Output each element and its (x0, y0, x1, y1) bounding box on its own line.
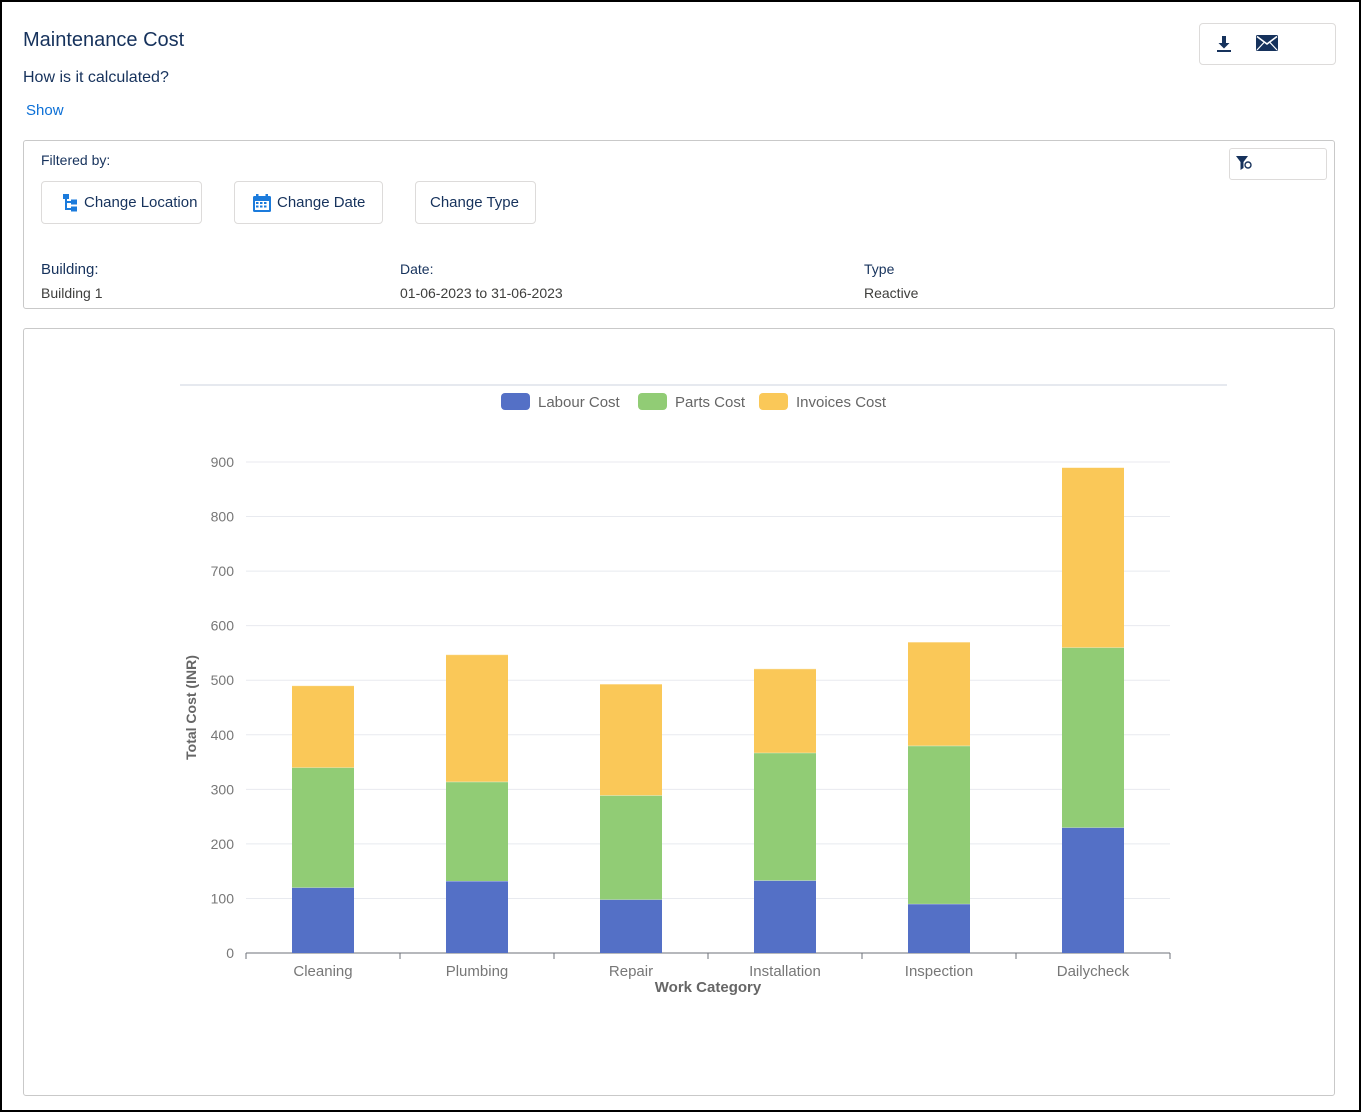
bar-segment (446, 781, 508, 881)
show-link[interactable]: Show (26, 102, 64, 119)
bar-segment (908, 642, 970, 746)
bar-segment (446, 880, 508, 953)
type-label: Type (864, 261, 895, 277)
legend-label: Invoices Cost (796, 394, 887, 411)
chart-panel: Labour Cost Parts Cost Invoices Cost 0 100 20… (23, 328, 1335, 1096)
stacked-bar-chart: Labour Cost Parts Cost Invoices Cost 0 100 20… (180, 384, 1227, 996)
legend-swatch (501, 393, 530, 410)
bar-segment (1062, 467, 1124, 648)
change-type-button[interactable]: Change Type (415, 181, 536, 224)
bar-segment (600, 795, 662, 900)
x-axis-title: Work Category (655, 979, 762, 996)
bar-segment (908, 745, 970, 904)
legend-swatch (638, 393, 667, 410)
x-tick-label: Repair (609, 963, 653, 980)
filter-icon (1236, 156, 1252, 170)
y-tick-label: 900 (211, 454, 235, 470)
x-tick-label: Dailycheck (1057, 963, 1130, 980)
y-tick-label: 200 (211, 836, 235, 852)
bar-segment (1062, 647, 1124, 828)
change-date-label: Change Date (277, 194, 366, 211)
filter-panel: Filtered by: Change Location (23, 140, 1335, 309)
download-icon[interactable] (1216, 35, 1232, 58)
y-tick-label: 0 (226, 945, 234, 961)
bar-segment (754, 752, 816, 881)
y-tick-label: 300 (211, 781, 235, 797)
bar-segment (754, 880, 816, 953)
y-tick-label: 800 (211, 509, 235, 525)
bar-segment (292, 685, 354, 768)
y-tick-label: 400 (211, 727, 235, 743)
y-tick-label: 100 (211, 890, 235, 906)
x-tick-label: Installation (749, 963, 821, 980)
change-location-button[interactable]: Change Location (41, 181, 202, 224)
x-tick-label: Plumbing (446, 963, 509, 980)
building-value: Building 1 (41, 285, 103, 301)
report-actions (1199, 23, 1336, 65)
bar-segment (1062, 827, 1124, 953)
calculation-heading: How is it calculated? (23, 69, 169, 86)
change-type-label: Change Type (430, 194, 519, 211)
x-tick-label: Inspection (905, 963, 973, 980)
page-title: Maintenance Cost (23, 29, 185, 51)
bar-segment (446, 654, 508, 782)
legend-label: Labour Cost (538, 394, 621, 411)
bar-segment (292, 887, 354, 953)
y-tick-label: 500 (211, 672, 235, 688)
hierarchy-icon (63, 193, 77, 211)
y-axis-title: Total Cost (INR) (183, 655, 199, 760)
bar-segment (600, 899, 662, 953)
type-value: Reactive (864, 285, 919, 301)
y-tick-label: 600 (211, 618, 235, 634)
change-date-button[interactable]: Change Date (234, 181, 383, 224)
building-label: Building: (41, 261, 99, 278)
bar-segment (600, 684, 662, 796)
legend-label: Parts Cost (675, 394, 746, 411)
mail-icon[interactable] (1256, 35, 1278, 56)
calendar-icon (253, 193, 271, 212)
filter-toggle-button[interactable] (1229, 148, 1327, 180)
filtered-by-label: Filtered by: (41, 152, 111, 168)
y-tick-label: 700 (211, 563, 235, 579)
change-location-label: Change Location (84, 194, 198, 211)
legend-swatch (759, 393, 788, 410)
bar-segment (754, 668, 816, 753)
bar-segment (908, 903, 970, 953)
x-tick-label: Cleaning (293, 963, 352, 980)
date-value: 01-06-2023 to 31-06-2023 (400, 285, 563, 301)
date-label: Date: (400, 261, 434, 277)
bar-segment (292, 767, 354, 888)
